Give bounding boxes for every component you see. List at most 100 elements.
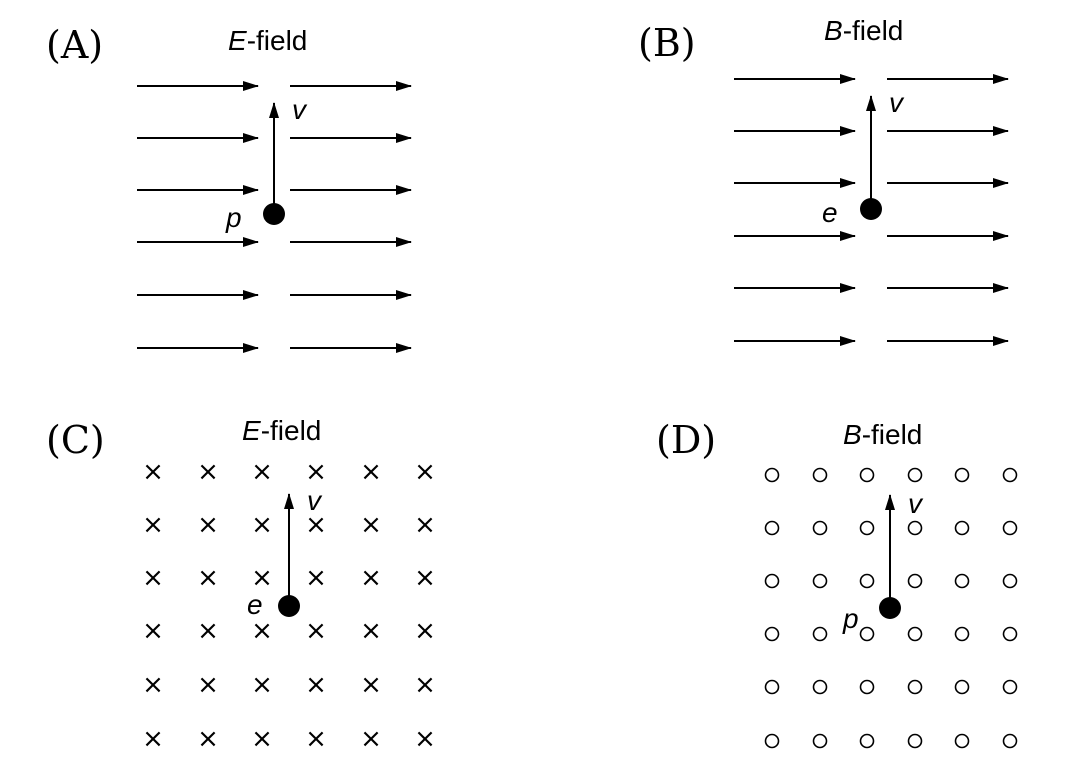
into-page-symbol: × bbox=[197, 457, 219, 487]
into-page-symbol: × bbox=[251, 670, 273, 700]
out-of-page-symbol bbox=[764, 626, 780, 642]
out-of-page-symbol bbox=[954, 573, 970, 589]
out-of-page-symbol bbox=[859, 573, 875, 589]
into-page-symbol: × bbox=[251, 510, 273, 540]
panel-a-label: (A) bbox=[46, 23, 103, 67]
into-page-symbol: × bbox=[142, 457, 164, 487]
out-of-page-symbol bbox=[954, 679, 970, 695]
into-page-symbol: × bbox=[142, 563, 164, 593]
into-page-symbol: × bbox=[305, 563, 327, 593]
into-page-symbol: × bbox=[414, 724, 436, 754]
panel-b-field-title: B-field bbox=[824, 15, 903, 46]
panel-d: (D) B-field v p bbox=[656, 418, 1018, 749]
panel-c-field-title: E-field bbox=[242, 415, 321, 446]
panel-b-label: (B) bbox=[638, 21, 696, 65]
into-page-symbol: × bbox=[305, 457, 327, 487]
panel-d-field-circles bbox=[764, 467, 1018, 749]
into-page-symbol: × bbox=[360, 510, 382, 540]
panel-c-field-suffix: -field bbox=[261, 415, 322, 446]
panel-b: (B) B-field v e bbox=[638, 15, 1009, 346]
panel-d-field-title: B-field bbox=[843, 419, 922, 450]
panel-c-field-crosses: × × × × × × × × × × × × × × × × × × × × × × × × × × × × × × × × × × × × bbox=[142, 457, 436, 754]
out-of-page-symbol bbox=[859, 520, 875, 536]
panel-d-label: (D) bbox=[656, 418, 716, 462]
out-of-page-symbol bbox=[764, 573, 780, 589]
out-of-page-symbol bbox=[812, 626, 828, 642]
out-of-page-symbol bbox=[764, 520, 780, 536]
into-page-symbol: × bbox=[142, 724, 164, 754]
out-of-page-symbol bbox=[954, 520, 970, 536]
out-of-page-symbol bbox=[954, 733, 970, 749]
into-page-symbol: × bbox=[197, 563, 219, 593]
out-of-page-symbol bbox=[1002, 733, 1018, 749]
panel-c-field-symbol: E bbox=[242, 415, 261, 446]
out-of-page-symbol bbox=[907, 626, 923, 642]
panel-c-particle bbox=[278, 595, 300, 617]
panel-d-particle bbox=[879, 597, 901, 619]
panel-a-particle-label: p bbox=[225, 202, 242, 233]
into-page-symbol: × bbox=[142, 670, 164, 700]
out-of-page-symbol bbox=[812, 467, 828, 483]
out-of-page-symbol bbox=[764, 679, 780, 695]
into-page-symbol: × bbox=[414, 457, 436, 487]
panel-d-particle-label: p bbox=[842, 603, 859, 634]
panel-b-field-arrows bbox=[734, 74, 1009, 346]
panel-a-field-arrows bbox=[137, 81, 412, 353]
panel-b-field-suffix: -field bbox=[843, 15, 904, 46]
panel-c-particle-label: e bbox=[247, 589, 263, 620]
out-of-page-symbol bbox=[764, 467, 780, 483]
into-page-symbol: × bbox=[251, 457, 273, 487]
into-page-symbol: × bbox=[251, 724, 273, 754]
out-of-page-symbol bbox=[907, 573, 923, 589]
panel-c-label: (C) bbox=[46, 418, 105, 462]
into-page-symbol: × bbox=[305, 616, 327, 646]
out-of-page-symbol bbox=[812, 733, 828, 749]
out-of-page-symbol bbox=[1002, 573, 1018, 589]
panel-c-velocity-label: v bbox=[307, 485, 323, 516]
panel-c: (C) E-field × × × × × × × × × × × × × × × × × × × × × × × × × × × ×… bbox=[46, 415, 436, 754]
out-of-page-symbol bbox=[907, 467, 923, 483]
out-of-page-symbol bbox=[812, 679, 828, 695]
out-of-page-symbol bbox=[1002, 679, 1018, 695]
into-page-symbol: × bbox=[305, 724, 327, 754]
into-page-symbol: × bbox=[251, 616, 273, 646]
into-page-symbol: × bbox=[305, 510, 327, 540]
panel-b-particle-label: e bbox=[822, 197, 838, 228]
out-of-page-symbol bbox=[907, 520, 923, 536]
into-page-symbol: × bbox=[142, 616, 164, 646]
into-page-symbol: × bbox=[414, 616, 436, 646]
into-page-symbol: × bbox=[414, 563, 436, 593]
into-page-symbol: × bbox=[197, 670, 219, 700]
into-page-symbol: × bbox=[360, 616, 382, 646]
out-of-page-symbol bbox=[907, 733, 923, 749]
panel-a-field-symbol: E bbox=[228, 25, 247, 56]
panel-b-field-symbol: B bbox=[824, 15, 843, 46]
panel-d-field-suffix: -field bbox=[862, 419, 923, 450]
into-page-symbol: × bbox=[360, 457, 382, 487]
panel-a-velocity-label: v bbox=[292, 94, 308, 125]
panel-d-field-symbol: B bbox=[843, 419, 862, 450]
out-of-page-symbol bbox=[954, 467, 970, 483]
panel-b-particle bbox=[860, 198, 882, 220]
into-page-symbol: × bbox=[360, 563, 382, 593]
into-page-symbol: × bbox=[305, 670, 327, 700]
out-of-page-symbol bbox=[859, 626, 875, 642]
into-page-symbol: × bbox=[142, 510, 164, 540]
out-of-page-symbol bbox=[954, 626, 970, 642]
into-page-symbol: × bbox=[197, 510, 219, 540]
out-of-page-symbol bbox=[764, 733, 780, 749]
panel-d-velocity-label: v bbox=[908, 488, 924, 519]
panel-a-field-title: E-field bbox=[228, 25, 307, 56]
into-page-symbol: × bbox=[360, 670, 382, 700]
into-page-symbol: × bbox=[197, 724, 219, 754]
into-page-symbol: × bbox=[360, 724, 382, 754]
out-of-page-symbol bbox=[859, 733, 875, 749]
into-page-symbol: × bbox=[414, 510, 436, 540]
out-of-page-symbol bbox=[812, 573, 828, 589]
into-page-symbol: × bbox=[251, 563, 273, 593]
panel-a: (A) E-field v p bbox=[46, 23, 412, 353]
panel-a-particle bbox=[263, 203, 285, 225]
out-of-page-symbol bbox=[812, 520, 828, 536]
out-of-page-symbol bbox=[1002, 520, 1018, 536]
